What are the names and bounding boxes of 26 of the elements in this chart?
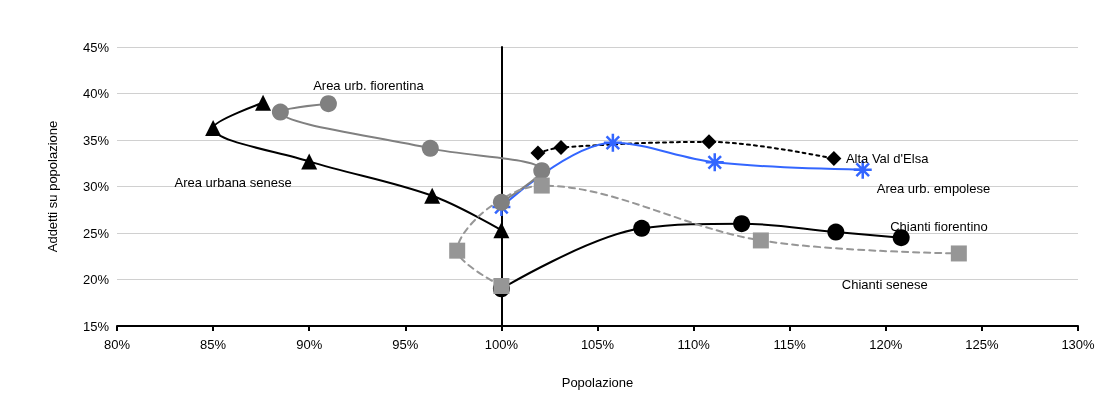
x-tick-label: 85% bbox=[200, 337, 227, 352]
x-tick-label: 105% bbox=[580, 337, 615, 352]
y-tick-label: 45% bbox=[82, 39, 110, 55]
y-tick-label: 30% bbox=[82, 179, 110, 194]
series-label: Alta Val d'Elsa bbox=[845, 151, 930, 167]
x-tick-label: 110% bbox=[677, 337, 711, 352]
x-tick-label: 130% bbox=[1061, 337, 1096, 352]
y-tick-label: 15% bbox=[82, 318, 110, 334]
x-tick-label: 115% bbox=[773, 337, 807, 352]
series-label: Area urbana senese bbox=[174, 175, 292, 191]
series-label: Chianti fiorentino bbox=[890, 219, 988, 235]
x-tick-label: 90% bbox=[296, 337, 323, 352]
series-label: Chianti senese bbox=[841, 276, 928, 292]
y-axis-title: Addetti su popolazione bbox=[45, 120, 60, 253]
x-tick-label: 120% bbox=[869, 337, 903, 352]
x-tick-label: 125% bbox=[965, 337, 999, 352]
y-tick-label: 35% bbox=[82, 132, 110, 148]
x-axis-title: Popolazione bbox=[561, 375, 634, 390]
x-tick-label: 100% bbox=[484, 337, 519, 352]
x-tick-label: 80% bbox=[103, 337, 131, 352]
x-tick-label: 95% bbox=[392, 337, 419, 352]
y-tick-label: 20% bbox=[82, 272, 110, 287]
y-tick-label: 25% bbox=[82, 225, 110, 241]
series-label: Area urb. fiorentina bbox=[313, 78, 425, 94]
series-label: Area urb. empolese bbox=[876, 181, 991, 197]
y-tick-label: 40% bbox=[82, 86, 110, 101]
